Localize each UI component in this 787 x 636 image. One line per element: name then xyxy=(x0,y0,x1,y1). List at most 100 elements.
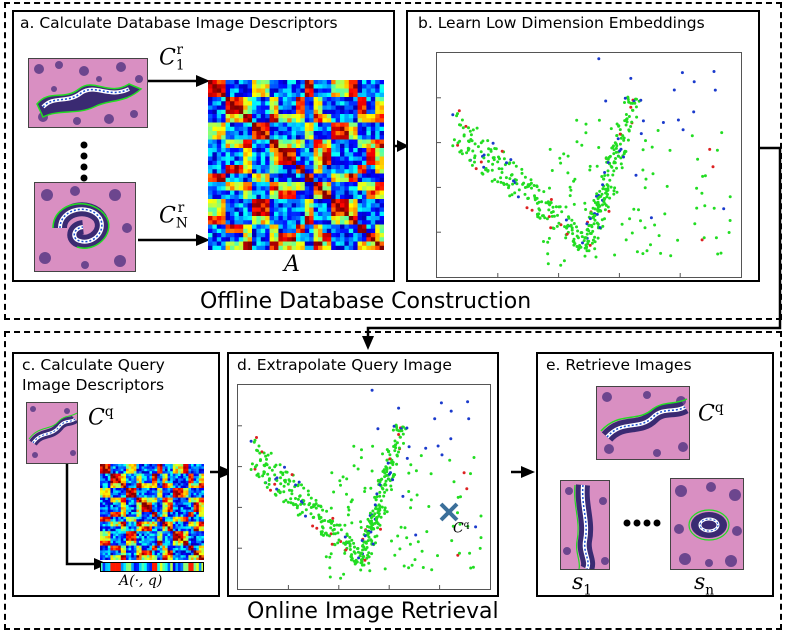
matrix-cell xyxy=(159,480,163,484)
matrix-cell xyxy=(230,211,235,217)
matrix-cell xyxy=(193,504,197,508)
matrix-cell xyxy=(113,538,116,542)
matrix-cell xyxy=(172,485,176,489)
matrix-cell xyxy=(167,488,171,491)
scatter-point xyxy=(356,550,360,554)
matrix-cell xyxy=(172,548,176,551)
scatter-point xyxy=(712,70,716,73)
scatter-point xyxy=(537,212,541,216)
matrix-cell xyxy=(309,160,314,166)
matrix-cell xyxy=(105,509,109,513)
matrix-cell xyxy=(335,118,341,123)
matrix-cell xyxy=(335,182,341,187)
matrix-cell xyxy=(131,468,135,472)
matrix-cell xyxy=(107,536,111,539)
scatter-point xyxy=(409,498,413,502)
ellipsis-dots-icon xyxy=(623,519,661,527)
matrix-cell xyxy=(260,241,266,247)
matrix-cell xyxy=(191,526,194,530)
matrix-cell xyxy=(234,114,240,119)
matrix-cell xyxy=(357,139,363,145)
matrix-cell xyxy=(375,194,380,200)
matrix-cell xyxy=(180,555,184,558)
scatter-point xyxy=(331,516,335,520)
matrix-cell xyxy=(162,536,166,539)
matrix-cell xyxy=(348,109,354,115)
matrix-cell xyxy=(282,97,288,102)
scatter-point xyxy=(382,468,386,472)
matrix-cell xyxy=(201,514,204,518)
retrieved-image-first xyxy=(560,480,610,570)
matrix-cell xyxy=(282,245,288,250)
matrix-cell xyxy=(274,165,279,170)
matrix-cell xyxy=(154,555,158,558)
matrix-cell xyxy=(175,492,179,496)
matrix-cell xyxy=(379,135,384,140)
matrix-cell xyxy=(274,228,279,234)
matrix-cell xyxy=(123,490,127,494)
matrix-cell xyxy=(120,519,124,522)
matrix-cell xyxy=(234,105,240,111)
matrix-cell xyxy=(105,480,109,484)
matrix-cell xyxy=(107,473,111,477)
matrix-cell xyxy=(304,101,310,106)
matrix-cell xyxy=(201,512,204,515)
matrix-cell xyxy=(196,468,200,472)
vector-cell xyxy=(196,562,200,572)
matrix-cell xyxy=(157,488,161,491)
matrix-cell xyxy=(234,84,240,89)
matrix-cell xyxy=(252,139,257,145)
matrix-cell xyxy=(216,80,222,85)
scatter-point xyxy=(360,539,364,542)
matrix-cell xyxy=(260,122,266,128)
scatter-point xyxy=(449,409,453,413)
scatter-point xyxy=(559,263,563,267)
matrix-cell xyxy=(185,488,189,491)
matrix-cell xyxy=(180,468,184,472)
matrix-cell xyxy=(105,555,109,558)
matrix-cell xyxy=(149,512,153,515)
matrix-cell xyxy=(180,466,184,470)
scatter-point xyxy=(407,490,411,493)
scatter-point xyxy=(391,428,395,432)
matrix-cell xyxy=(133,485,137,489)
matrix-cell xyxy=(159,468,163,472)
scatter-point xyxy=(622,138,626,142)
matrix-cell xyxy=(154,533,158,537)
matrix-cell xyxy=(191,533,194,537)
matrix-cell xyxy=(113,543,116,546)
matrix-cell xyxy=(165,471,168,474)
matrix-cell xyxy=(375,152,380,157)
matrix-cell xyxy=(225,199,231,204)
matrix-cell xyxy=(196,490,200,494)
scatter-point xyxy=(587,249,591,253)
matrix-cell xyxy=(198,490,202,494)
matrix-cell xyxy=(238,139,244,145)
matrix-cell xyxy=(247,114,253,119)
matrix-cell xyxy=(243,156,248,162)
matrix-cell xyxy=(149,488,153,491)
matrix-cell xyxy=(123,540,127,544)
matrix-cell xyxy=(234,233,240,238)
matrix-cell xyxy=(201,480,204,484)
scatter-point xyxy=(464,124,468,128)
matrix-cell xyxy=(212,224,218,230)
matrix-cell xyxy=(167,500,171,503)
matrix-cell xyxy=(136,502,140,506)
online-group-label: Online Image Retrieval xyxy=(247,599,499,624)
matrix-cell xyxy=(230,101,235,106)
matrix-cell xyxy=(243,216,248,221)
matrix-cell xyxy=(131,536,135,539)
matrix-cell xyxy=(348,80,354,85)
matrix-cell xyxy=(326,216,332,221)
matrix-cell xyxy=(136,543,140,546)
scatter-point xyxy=(470,163,474,167)
matrix-cell xyxy=(331,160,336,166)
matrix-cell xyxy=(162,502,166,506)
matrix-cell xyxy=(185,548,189,551)
matrix-cell xyxy=(154,478,158,482)
matrix-cell xyxy=(230,165,235,170)
matrix-cell xyxy=(353,177,358,183)
matrix-cell xyxy=(322,109,328,115)
scatter-point xyxy=(378,483,382,487)
